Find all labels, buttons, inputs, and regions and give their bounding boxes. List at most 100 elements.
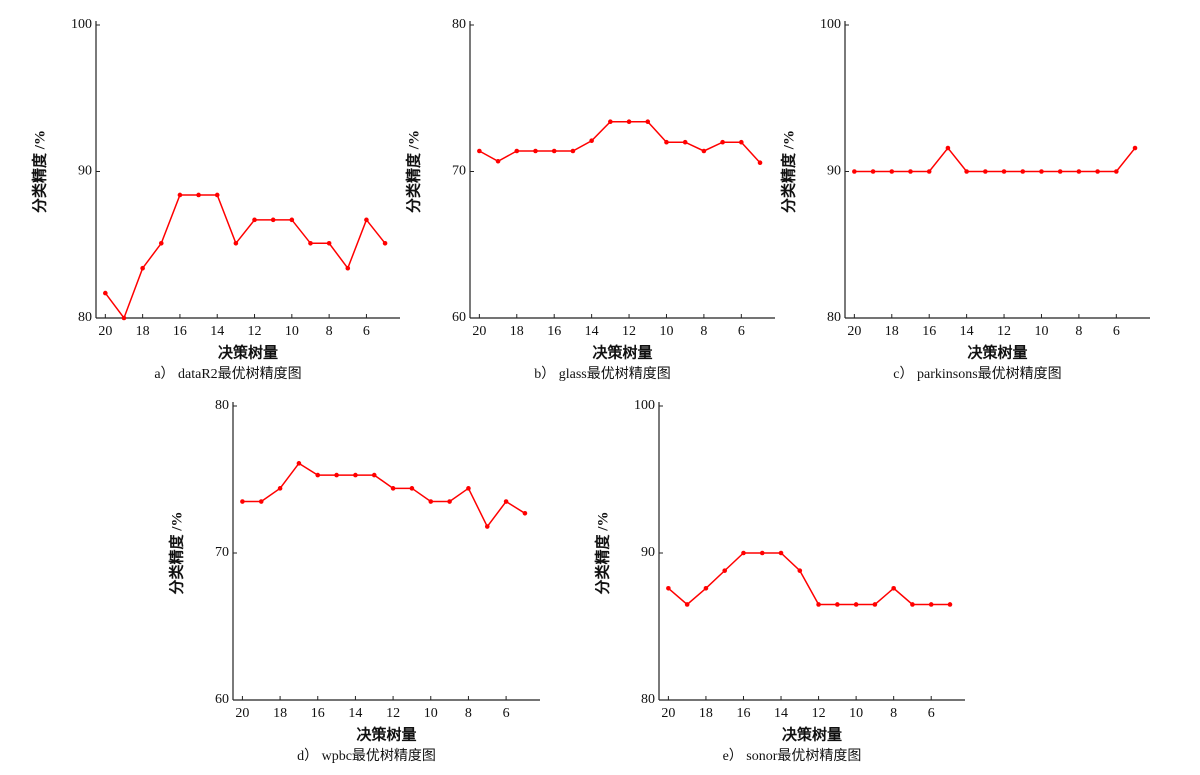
data-point: [720, 139, 725, 145]
x-tick-label: 16: [922, 324, 936, 339]
data-point: [1001, 169, 1007, 174]
y-tick-label: 60: [215, 692, 229, 707]
data-point: [645, 119, 651, 124]
data-point: [739, 139, 744, 145]
data-point: [334, 472, 339, 478]
data-point: [910, 602, 915, 607]
x-tick-label: 16: [547, 324, 561, 339]
data-point: [945, 145, 951, 151]
x-tick-label: 18: [699, 706, 713, 721]
data-point: [964, 169, 969, 174]
y-tick-label: 60: [452, 310, 466, 325]
y-tick-label: 80: [827, 310, 841, 325]
data-point: [477, 148, 482, 154]
data-point: [983, 169, 988, 174]
x-tick-label: 20: [661, 706, 675, 721]
data-point: [589, 138, 594, 144]
data-point: [852, 169, 857, 174]
x-tick-label: 18: [885, 324, 899, 339]
data-point: [522, 511, 528, 516]
data-point: [701, 148, 707, 154]
y-tick-label: 100: [634, 398, 655, 413]
x-tick-label: 12: [386, 706, 400, 721]
data-point: [371, 472, 377, 478]
x-tick-label: 18: [510, 324, 524, 339]
x-axis-label: 决策树量: [218, 343, 278, 361]
y-tick-label: 80: [452, 17, 466, 32]
data-point: [315, 472, 321, 478]
data-line: [854, 146, 1136, 173]
data-point: [722, 568, 728, 573]
data-point: [759, 550, 765, 556]
data-point: [326, 240, 332, 246]
data-point: [889, 169, 895, 174]
data-point: [296, 461, 302, 466]
data-point: [484, 524, 490, 529]
data-point: [158, 240, 164, 246]
data-point: [928, 602, 934, 607]
data-point: [353, 472, 358, 478]
x-tick-label: 14: [348, 706, 362, 721]
x-tick-label: 14: [774, 706, 788, 721]
x-tick-label: 16: [736, 706, 750, 721]
y-tick-label: 70: [452, 164, 466, 179]
x-tick-label: 10: [849, 706, 863, 721]
data-point: [816, 602, 821, 607]
data-point: [797, 568, 803, 573]
y-tick-label: 70: [215, 545, 229, 560]
data-point: [233, 240, 239, 246]
x-tick-label: 12: [997, 324, 1011, 339]
data-point: [428, 499, 434, 504]
data-point: [608, 119, 613, 124]
data-line: [242, 462, 526, 528]
data-point: [626, 119, 632, 124]
data-point: [757, 160, 763, 166]
data-line: [478, 120, 761, 164]
data-point: [466, 486, 471, 491]
x-tick-label: 16: [311, 706, 325, 721]
x-tick-label: 10: [659, 324, 673, 339]
caption: b） glass最优树精度图: [534, 366, 671, 382]
data-point: [140, 265, 145, 271]
x-tick-label: 18: [136, 324, 150, 339]
data-point: [664, 139, 669, 145]
data-point: [382, 240, 388, 246]
y-tick-label: 90: [78, 164, 92, 179]
x-tick-label: 10: [424, 706, 438, 721]
x-tick-label: 8: [326, 324, 333, 339]
data-point: [533, 148, 538, 154]
data-point: [345, 265, 351, 271]
x-axis-label: 决策树量: [782, 725, 842, 743]
data-point: [926, 169, 932, 174]
data-point: [240, 499, 245, 504]
x-tick-label: 6: [503, 706, 510, 721]
data-point: [666, 585, 671, 591]
x-axis-label: 决策树量: [967, 343, 1027, 361]
data-point: [258, 499, 264, 504]
x-tick-label: 8: [1075, 324, 1082, 339]
x-tick-label: 12: [248, 324, 262, 339]
data-point: [1132, 145, 1138, 151]
data-point: [289, 217, 295, 223]
x-tick-label: 12: [622, 324, 636, 339]
data-point: [364, 217, 369, 223]
x-tick-label: 8: [465, 706, 472, 721]
data-point: [514, 148, 520, 154]
x-axis-label: 决策树量: [356, 725, 416, 743]
x-tick-label: 20: [847, 324, 861, 339]
data-point: [270, 217, 276, 223]
y-tick-label: 100: [820, 17, 841, 32]
caption: a） dataR2最优树精度图: [154, 366, 301, 382]
data-point: [252, 217, 257, 223]
caption: c） parkinsons最优树精度图: [893, 366, 1061, 382]
data-point: [277, 486, 283, 491]
data-point: [872, 602, 878, 607]
data-point: [908, 169, 913, 174]
data-point: [551, 148, 557, 154]
data-point: [703, 585, 709, 591]
y-tick-label: 90: [641, 545, 655, 560]
data-point: [682, 139, 688, 145]
data-point: [1039, 169, 1044, 174]
data-point: [870, 169, 876, 174]
